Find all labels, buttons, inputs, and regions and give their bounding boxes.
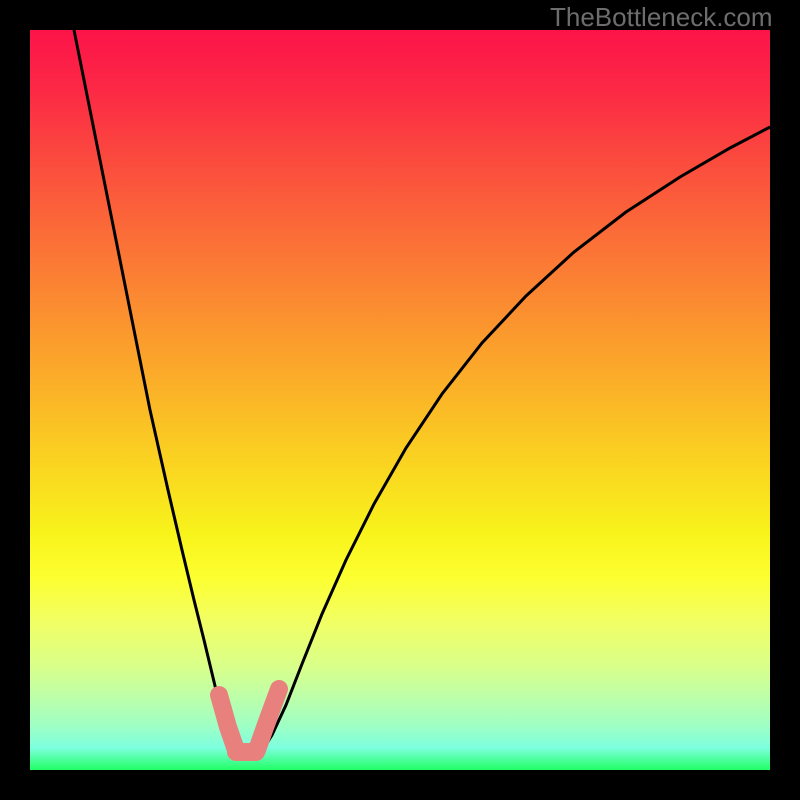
bottleneck-curve-chart [30, 30, 770, 770]
plot-area [30, 30, 770, 770]
gradient-background [30, 30, 770, 770]
watermark-text: TheBottleneck.com [550, 2, 773, 33]
